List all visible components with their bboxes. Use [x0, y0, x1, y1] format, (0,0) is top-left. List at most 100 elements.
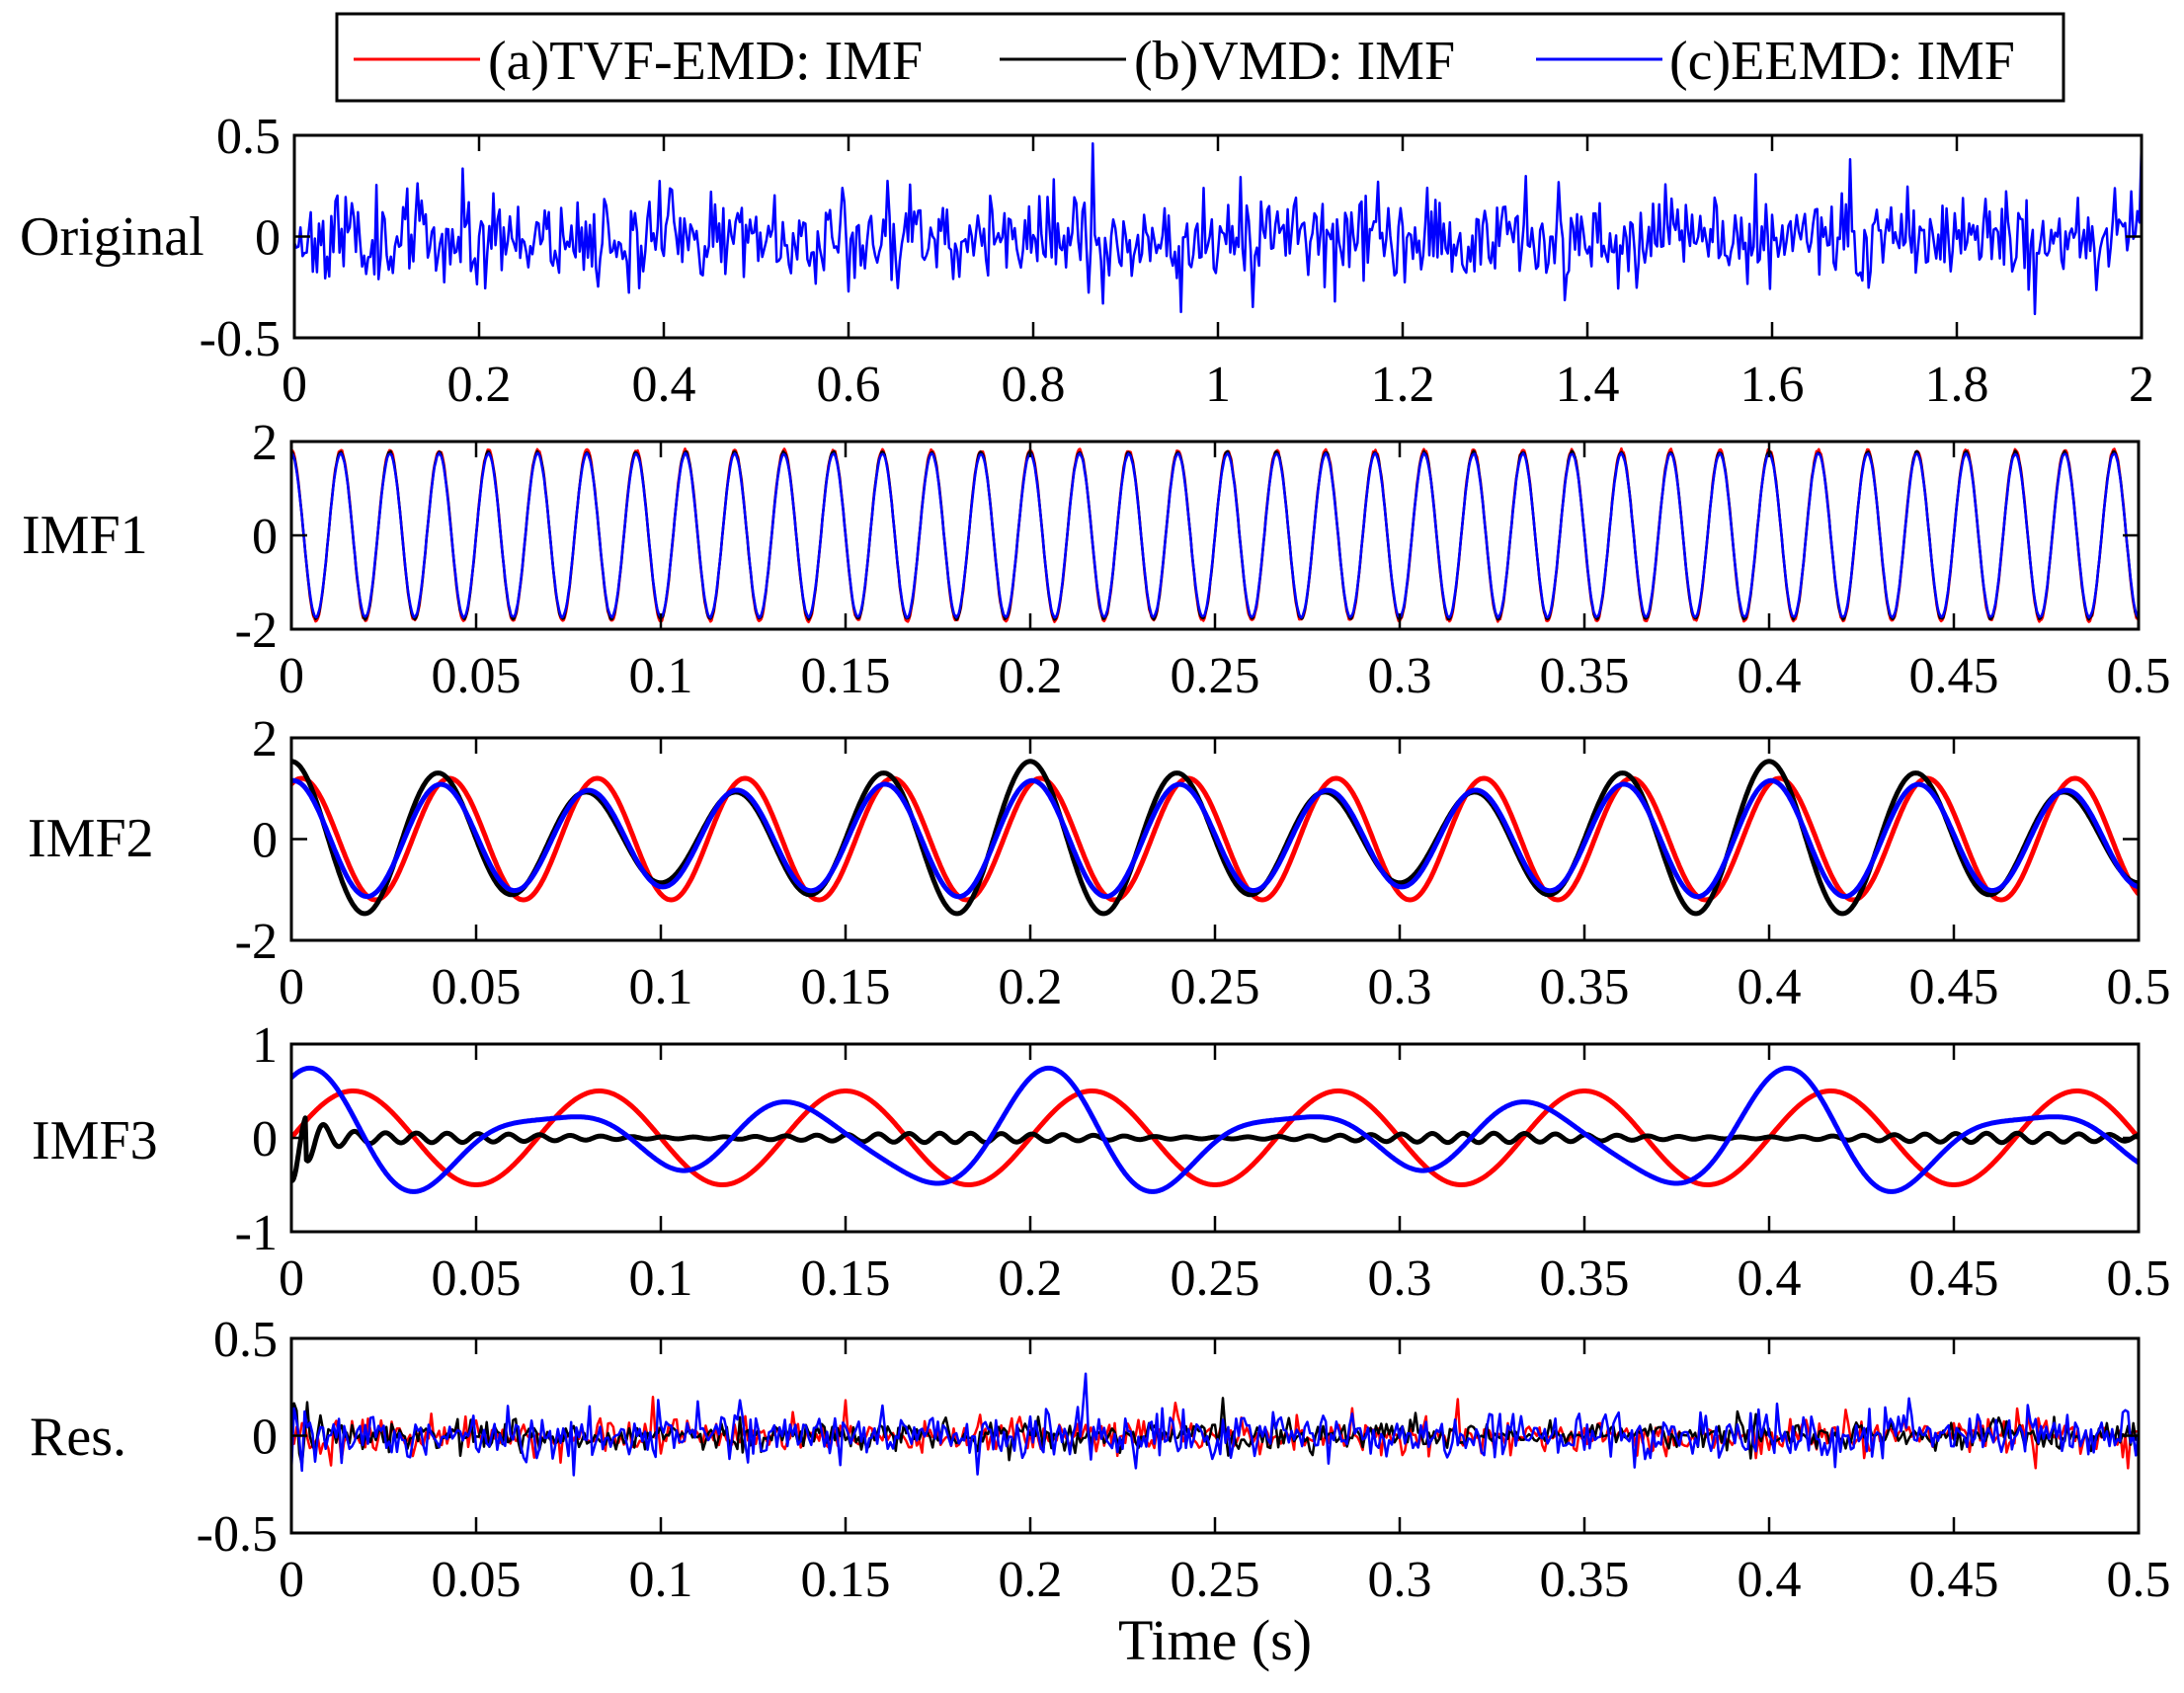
xtick-label-residual-8: 0.4: [1738, 1552, 1802, 1608]
series-layer-imf1: [291, 446, 2139, 624]
xtick-label-imf2-1: 0.05: [432, 959, 522, 1015]
xtick-label-imf1-7: 0.35: [1540, 648, 1630, 704]
series-residual-eemd: [291, 1372, 2139, 1477]
xtick-label-imf2-7: 0.35: [1540, 959, 1630, 1015]
xtick-label-imf1-9: 0.45: [1909, 648, 1999, 704]
series-imf3-eemd: [291, 1065, 2139, 1194]
xtick-label-residual-6: 0.3: [1368, 1552, 1432, 1608]
xtick-label-imf1-3: 0.15: [801, 648, 891, 704]
xtick-label-residual-2: 0.1: [629, 1552, 693, 1608]
xtick-label-imf3-1: 0.05: [432, 1250, 522, 1307]
series-imf3-vmd: [291, 1115, 2139, 1183]
panel-imf3: IMF3 0 0.05 0.1 0.15 0.2 0.25 0.3 0.35 0.4 0.45 0.…: [32, 1017, 2171, 1307]
legend-label-vmd: (b)VMD: IMF: [1134, 31, 1455, 92]
ylabel-original: Original: [20, 206, 204, 268]
xtick-label-original-8: 1.6: [1740, 357, 1805, 413]
xtick-label-residual-4: 0.2: [999, 1552, 1063, 1608]
ytick-label-imf2-2: 2: [252, 711, 278, 767]
ticks-imf2: 0 0.05 0.1 0.15 0.2 0.25 0.3 0.35 0.4 0.45 0.5-202: [235, 711, 2171, 1015]
ytick-label-residual-2: 0.5: [213, 1312, 278, 1368]
xtick-label-imf1-2: 0.1: [629, 648, 693, 704]
series-original-eemd: [294, 141, 2142, 316]
ylabel-imf2: IMF2: [28, 808, 154, 869]
xtick-label-original-10: 2: [2129, 357, 2154, 413]
xtick-label-original-3: 0.6: [817, 357, 881, 413]
xtick-label-imf3-3: 0.15: [801, 1250, 891, 1307]
panel-residual: Res. 0 0.05 0.1 0.15 0.2 0.25 0.3 0.35 0.4 0.45 0.…: [30, 1312, 2171, 1672]
xtick-label-imf2-10: 0.5: [2107, 959, 2171, 1015]
xtick-label-imf2-8: 0.4: [1738, 959, 1802, 1015]
ytick-label-imf3-2: 1: [252, 1017, 278, 1074]
xtick-label-imf3-6: 0.3: [1368, 1250, 1432, 1307]
ylabel-residual: Res.: [30, 1407, 126, 1468]
legend-label-tvf: (a)TVF-EMD: IMF: [488, 31, 923, 92]
legend-box: [335, 12, 2065, 103]
ytick-label-imf1-0: -2: [235, 603, 278, 659]
xtick-label-imf1-6: 0.3: [1368, 648, 1432, 704]
ytick-label-imf2-0: -2: [235, 914, 278, 970]
xtick-label-imf3-8: 0.4: [1738, 1250, 1802, 1307]
ticks-imf1: 0 0.05 0.1 0.15 0.2 0.25 0.3 0.35 0.4 0.45 0.5-202: [235, 415, 2171, 704]
panel-imf1: IMF1 0 0.05 0.1 0.15 0.2 0.25 0.3 0.35 0.4 0.45 0.…: [22, 415, 2171, 704]
xtick-label-residual-1: 0.05: [432, 1552, 522, 1608]
xtick-label-original-5: 1: [1205, 357, 1231, 413]
xtick-label-imf3-7: 0.35: [1540, 1250, 1630, 1307]
xtick-label-imf1-1: 0.05: [432, 648, 522, 704]
xtick-label-imf2-3: 0.15: [801, 959, 891, 1015]
series-layer-imf2: [291, 759, 2139, 917]
xtick-label-original-0: 0: [282, 357, 307, 413]
ytick-label-residual-1: 0: [252, 1410, 278, 1466]
xtick-label-imf2-9: 0.45: [1909, 959, 1999, 1015]
ytick-label-residual-0: -0.5: [197, 1506, 278, 1563]
xlabel-residual: Time (s): [1118, 1608, 1312, 1672]
legend: (a)TVF-EMD: IMF (b)VMD: IMF (c)EEMD: IMF: [335, 12, 2065, 103]
xtick-label-original-9: 1.8: [1925, 357, 1989, 413]
ytick-label-imf3-1: 0: [252, 1111, 278, 1168]
ytick-label-original-2: 0.5: [216, 109, 281, 165]
xtick-label-residual-3: 0.15: [801, 1552, 891, 1608]
xtick-label-imf2-4: 0.2: [999, 959, 1063, 1015]
ytick-label-original-1: 0: [255, 210, 281, 267]
panel-imf2: IMF2 0 0.05 0.1 0.15 0.2 0.25 0.3 0.35 0.4 0.45 0.…: [28, 711, 2171, 1015]
series-imf1-eemd: [291, 451, 2139, 619]
xtick-label-imf1-0: 0: [279, 648, 304, 704]
series-imf2-tvf: [291, 775, 2139, 903]
xtick-label-imf2-0: 0: [279, 959, 304, 1015]
series-imf3-tvf: [291, 1088, 2139, 1187]
series-imf2-eemd: [291, 777, 2139, 900]
ytick-label-imf1-2: 2: [252, 415, 278, 471]
ticks-imf3: 0 0.05 0.1 0.15 0.2 0.25 0.3 0.35 0.4 0.45 0.5-101: [235, 1017, 2171, 1307]
xtick-label-imf3-9: 0.45: [1909, 1250, 1999, 1307]
xtick-label-imf1-5: 0.25: [1171, 648, 1260, 704]
xtick-label-imf2-2: 0.1: [629, 959, 693, 1015]
xtick-label-imf3-0: 0: [279, 1250, 304, 1307]
ylabel-imf1: IMF1: [22, 505, 148, 566]
xtick-label-original-4: 0.8: [1002, 357, 1066, 413]
ticks-original: 0 0.2 0.4 0.6 0.8 1 1.2 1.4 1.6 1.8 2-0.500.5: [200, 109, 2154, 413]
xtick-label-residual-9: 0.45: [1909, 1552, 1999, 1608]
ylabel-imf3: IMF3: [32, 1110, 158, 1171]
ytick-label-imf1-1: 0: [252, 509, 278, 565]
xtick-label-residual-5: 0.25: [1171, 1552, 1260, 1608]
xtick-label-original-2: 0.4: [632, 357, 696, 413]
xtick-label-imf3-2: 0.1: [629, 1250, 693, 1307]
ytick-label-imf3-0: -1: [235, 1205, 278, 1261]
xtick-label-imf2-5: 0.25: [1171, 959, 1260, 1015]
xtick-label-residual-7: 0.35: [1540, 1552, 1630, 1608]
series-layer-residual: [291, 1372, 2139, 1477]
xtick-label-imf3-5: 0.25: [1171, 1250, 1260, 1307]
panel-original: Original 0 0.2 0.4 0.6 0.8 1 1.2 1.4 1.6 1.8 2 -0.5…: [20, 109, 2154, 413]
xtick-label-original-1: 0.2: [447, 357, 512, 413]
xtick-label-imf2-6: 0.3: [1368, 959, 1432, 1015]
xtick-label-imf1-10: 0.5: [2107, 648, 2171, 704]
xtick-label-original-7: 1.4: [1556, 357, 1620, 413]
ticks-residual: 0 0.05 0.1 0.15 0.2 0.25 0.3 0.35 0.4 0.45 0.5 -0.5…: [197, 1312, 2171, 1608]
xtick-label-imf3-10: 0.5: [2107, 1250, 2171, 1307]
xtick-label-imf1-4: 0.2: [999, 648, 1063, 704]
xtick-label-original-6: 1.2: [1371, 357, 1435, 413]
xtick-label-imf1-8: 0.4: [1738, 648, 1802, 704]
xtick-label-residual-0: 0: [279, 1552, 304, 1608]
series-layer-original: [294, 141, 2142, 316]
ytick-label-original-0: -0.5: [200, 311, 281, 367]
